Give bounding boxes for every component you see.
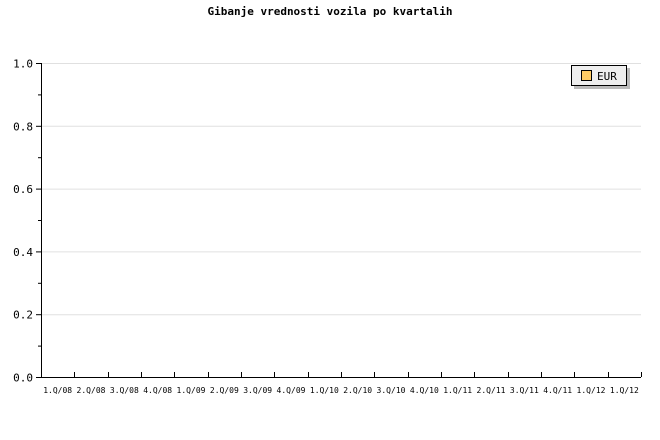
chart-title: Gibanje vrednosti vozila po kvartalih	[207, 5, 453, 18]
y-tick-label: 0.4	[13, 246, 33, 259]
y-tick-label: 0.0	[13, 372, 33, 385]
x-tick-label: 3.Q/10	[377, 386, 406, 395]
x-tick-label: 3.Q/08	[110, 386, 139, 395]
x-tick-label: 3.Q/09	[243, 386, 272, 395]
x-tick-label: 2.Q/11	[477, 386, 506, 395]
x-tick-label: 1.Q/09	[177, 386, 206, 395]
legend-label: EUR	[597, 70, 617, 83]
x-tick-label: 4.Q/11	[543, 386, 572, 395]
y-tick-label: 0.6	[13, 183, 33, 196]
legend-swatch	[581, 70, 592, 81]
x-tick-label: 1.Q/12	[610, 386, 639, 395]
y-tick-label: 0.2	[13, 309, 33, 322]
x-tick-label: 1.Q/08	[43, 386, 72, 395]
x-tick-label: 1.Q/11	[443, 386, 472, 395]
x-tick-label: 2.Q/09	[210, 386, 239, 395]
x-tick-label: 3.Q/11	[510, 386, 539, 395]
x-tick-label: 2.Q/08	[77, 386, 106, 395]
y-tick-label: 0.8	[13, 120, 33, 133]
x-tick-label: 4.Q/10	[410, 386, 439, 395]
x-tick-label: 4.Q/08	[143, 386, 172, 395]
x-tick-label: 4.Q/09	[277, 386, 306, 395]
x-tick-label: 2.Q/10	[343, 386, 372, 395]
x-tick-label: 1.Q/10	[310, 386, 339, 395]
y-tick-label: 1.0	[13, 58, 33, 71]
x-tick-label: 1.Q/12	[577, 386, 606, 395]
